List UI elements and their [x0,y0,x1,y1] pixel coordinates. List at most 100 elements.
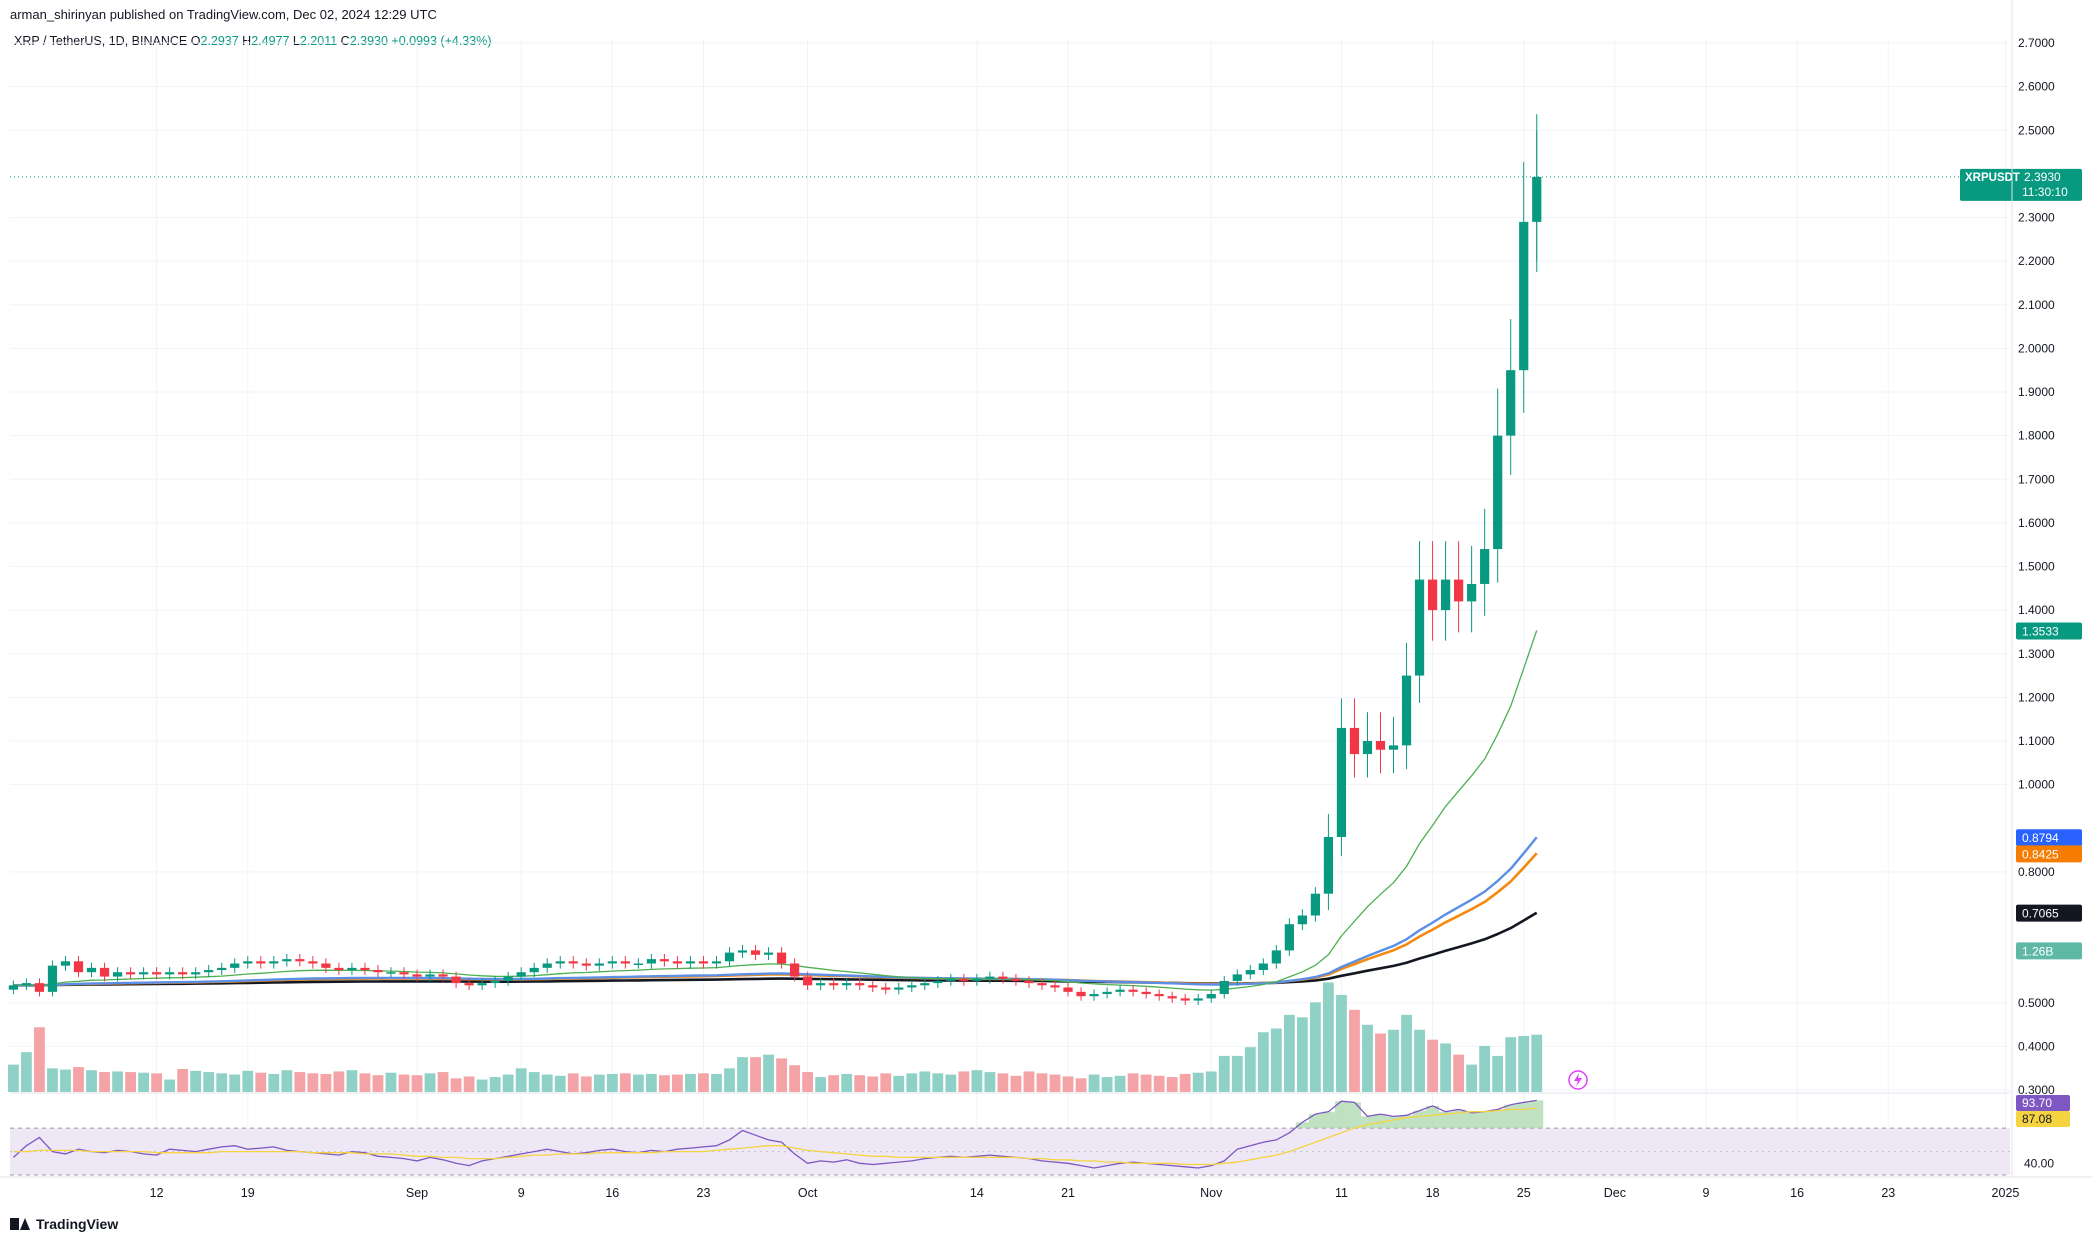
candle-body [1284,924,1294,951]
candle-body [659,959,669,962]
candle-body [334,967,344,971]
volume-bar [828,1075,840,1092]
candle-body [633,963,643,965]
volume-bar [737,1057,748,1092]
candle-body [191,972,201,975]
candle-body [1063,987,1073,992]
candle-body [152,972,162,975]
candle-body [737,950,748,953]
time-tick-label: 23 [1881,1186,1895,1200]
volume-bar [1049,1074,1061,1092]
candle-body [881,987,891,990]
rsi-axis-label: 40.00 [2024,1156,2054,1170]
price-tick-label: 2.1000 [2018,298,2055,312]
volume-bar [73,1067,84,1092]
candle-body [672,961,683,964]
candle-body [1388,745,1399,750]
time-tick-label: Oct [798,1186,818,1200]
volume-bar [1023,1071,1035,1092]
published-header: arman_shirinyan published on TradingView… [10,7,437,22]
volume-bar [8,1064,19,1092]
price-tick-label: 2.6000 [2018,80,2055,94]
candle-body [347,967,357,971]
symbol-title[interactable]: XRP / TetherUS, 1D, BINANCE [14,34,188,48]
volume-bar [255,1072,267,1092]
candle-body [99,967,110,977]
price-tick-label: 2.2000 [2018,254,2055,268]
volume-bar [802,1072,814,1092]
candle-body [399,972,409,975]
candle-body [816,983,826,986]
volume-bar [1479,1045,1491,1092]
volume-bar [1218,1055,1230,1092]
price-badge [2016,829,2082,847]
rsi-badge [2016,1095,2070,1111]
legend-high: H2.4977 [242,34,290,48]
volume-bar [606,1073,618,1092]
price-tick-label: 2.3000 [2018,211,2055,225]
candle-body [21,983,32,986]
volume-bar [1492,1055,1504,1092]
candle-body [868,985,878,988]
candle-body [165,972,175,975]
candle-body [373,970,383,973]
legend-close: C2.3930 [340,34,388,48]
candle-body [1271,950,1281,964]
time-tick-label: 18 [1426,1186,1440,1200]
time-axis: 12 19 Sep 9 16 23 Oct 14 21 Nov 11 18 25 Dec 9 16 23 2025 [0,1176,2092,1200]
volume-bar [1205,1071,1217,1092]
tradingview-brand[interactable]: TradingView [10,1216,118,1232]
price-tick-label: 1.9000 [2018,385,2055,399]
volume-bar [190,1070,202,1092]
candle-body [1219,980,1229,995]
volume-bar [580,1076,592,1092]
candle-body [581,963,591,966]
candle-body [933,980,943,984]
volume-bar [47,1068,58,1092]
price-tick-label: 0.3000 [2018,1083,2055,1097]
candle-body [1180,998,1190,1001]
volume-bar [463,1076,475,1092]
badge-symbol: XRPUSDT [1965,172,2020,184]
candle-body [1297,915,1307,925]
candle-body [972,978,982,981]
candle-body [295,959,305,962]
candle-body [607,961,617,964]
volume-bar [672,1074,683,1092]
price-badge-value: 1.3533 [2022,624,2059,638]
price-tick-label: 1.7000 [2018,472,2055,486]
time-tick-label: 9 [518,1186,525,1200]
volume-bar [1323,982,1334,1092]
candle-body [1349,727,1360,755]
volume-bar [1179,1073,1191,1092]
price-tick-label: 1.2000 [2018,690,2055,704]
time-tick-label: 12 [150,1186,164,1200]
candle-body [1467,583,1477,602]
legend-low: L2.2011 [292,34,338,48]
candle-body [464,983,474,986]
time-tick-label: 9 [1703,1186,1710,1200]
candle-body [321,963,331,968]
candle-body [1427,579,1438,611]
volume-bar [1505,1037,1517,1092]
volume-bar [34,1027,45,1092]
candle-body [555,961,565,964]
volume-bar [437,1072,449,1092]
candle-body [1232,974,1242,981]
volume-bar [1466,1064,1478,1092]
volume-bar [724,1068,735,1092]
candle-body [425,974,435,977]
volume-bar [372,1075,384,1092]
candle-body [1037,983,1047,986]
volume-bar [242,1070,254,1092]
candle-body [1050,985,1060,988]
candle-body [1454,579,1464,602]
volume-bar [476,1079,488,1092]
candle-body [842,983,852,986]
volume-bar [1388,1029,1399,1092]
price-tick-label: 0.4000 [2018,1039,2055,1053]
volume-bar [450,1078,462,1092]
candle-body [1128,989,1138,992]
volume-bar [125,1072,136,1092]
